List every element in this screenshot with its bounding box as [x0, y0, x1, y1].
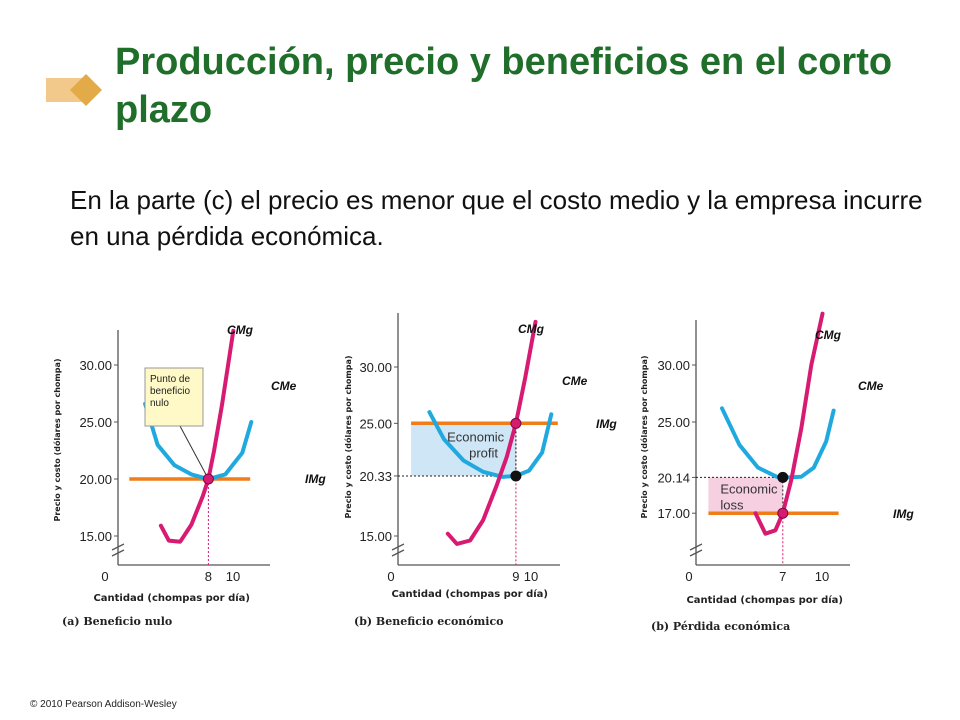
economic-loss-label: Economic loss: [720, 481, 778, 512]
y-tick-label: 20.33: [359, 469, 392, 484]
title-bullet-icon: [46, 74, 102, 106]
cmg-curve-label: CMg: [815, 328, 842, 342]
axis-break-mark: [689, 543, 703, 551]
cme-curve-label: CMe: [271, 379, 297, 393]
cme-curve: [720, 406, 836, 480]
axis-break-mark: [391, 543, 405, 551]
y-tick-label: 25.00: [657, 415, 690, 430]
y-tick-label: 30.00: [657, 358, 690, 373]
y-axis-label: Precio y costo (dólares por chompa): [343, 355, 353, 518]
y-axis-label: Precio y costo (dólares por chompa): [52, 358, 62, 521]
average-cost-point: [510, 470, 522, 482]
callout-pointer: [179, 425, 209, 480]
panel-label: (b) Beneficio económico: [354, 615, 503, 628]
region-label-line: Economic: [447, 429, 505, 444]
panel-label: (a) Beneficio nulo: [62, 615, 172, 628]
callout-label-line: beneficio: [150, 386, 190, 397]
y-tick-label: 30.00: [359, 360, 392, 375]
region-label-line: profit: [469, 445, 498, 460]
economic-profit-area: [411, 423, 516, 476]
x-axis-label: Cantidad (chompas por día): [391, 588, 548, 600]
price-point: [777, 507, 789, 519]
chart-b: Economic profit 15.00 20.33 25.00 30.00 0 9 10 CM…: [343, 313, 617, 628]
slide-subtitle: En la parte (c) el precio es menor que e…: [70, 185, 923, 251]
y-tick-label: 25.00: [79, 415, 112, 430]
img-curve-label: IMg: [893, 507, 914, 521]
region-label-line: loss: [720, 497, 744, 512]
cme-curve-label: CMe: [562, 374, 588, 388]
x-tick-label: 7: [779, 569, 786, 584]
callout-label: Punto de beneficio nulo: [150, 374, 190, 409]
x-axis-label: Cantidad (chompas por día): [93, 592, 250, 604]
average-cost-point: [777, 471, 789, 483]
cme-curve-label: CMe: [858, 379, 884, 393]
panel-label: (b) Pérdida económica: [651, 620, 790, 633]
cmg-curve-label: CMg: [227, 323, 254, 337]
x-tick-label: 0: [387, 569, 394, 584]
axis-break-mark: [689, 549, 703, 557]
cmg-curve: [753, 311, 825, 536]
x-tick-label: 8: [205, 569, 212, 584]
slide-title: Producción, precio y beneficios en el co…: [115, 41, 893, 131]
cmg-curve: [158, 328, 236, 544]
y-tick-label: 20.00: [79, 472, 112, 487]
chart-c: Economic loss 17.00 20.14 25.00 30.00 0 7 10 CMg C…: [639, 311, 914, 633]
cme-curve: [143, 401, 254, 481]
x-tick-label: 9: [512, 569, 519, 584]
region-label-line: Economic: [720, 481, 778, 496]
price-point: [510, 417, 522, 429]
callout-box: [144, 367, 204, 427]
y-tick-label: 25.00: [359, 416, 392, 431]
cme-curve: [427, 410, 554, 479]
img-curve-label: IMg: [596, 417, 617, 431]
y-tick-label: 15.00: [79, 529, 112, 544]
y-tick-label: 15.00: [359, 529, 392, 544]
y-tick-label: 20.14: [657, 470, 690, 485]
callout-label-line: Punto de: [150, 374, 190, 385]
cmg-curve-label: CMg: [518, 322, 545, 336]
y-axis-label: Precio y costo (dólares por chompa): [639, 355, 649, 518]
axis-break-mark: [111, 549, 125, 557]
axis-break-mark: [391, 549, 405, 557]
x-tick-label: 10: [815, 569, 829, 584]
callout-label-line: nulo: [150, 398, 169, 409]
y-tick-label: 17.00: [657, 506, 690, 521]
chart-a: 15.00 20.00 25.00 30.00 0 8 10 Punto de benefici…: [52, 323, 326, 628]
copyright-footer: © 2010 Pearson Addison-Wesley: [30, 699, 177, 710]
x-tick-label: 0: [101, 569, 108, 584]
img-curve-label: IMg: [305, 472, 326, 486]
x-tick-label: 0: [685, 569, 692, 584]
y-tick-label: 30.00: [79, 358, 112, 373]
economic-profit-label: Economic profit: [447, 429, 505, 460]
cmg-curve: [445, 319, 538, 546]
economic-loss-area: [708, 477, 783, 514]
x-tick-label: 10: [524, 569, 538, 584]
axis-break-mark: [111, 543, 125, 551]
x-tick-label: 10: [226, 569, 240, 584]
price-point: [202, 473, 214, 485]
x-axis-label: Cantidad (chompas por día): [686, 594, 843, 606]
